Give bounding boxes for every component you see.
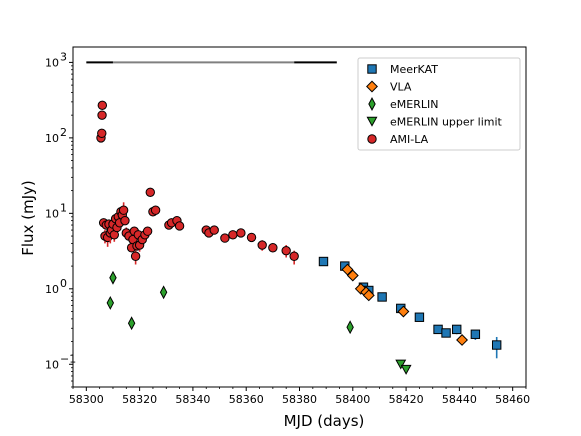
axes: 58300 58320 58340 58360 58380 58400 58420 58440… [45,50,530,406]
legend-label: AMI-LA [390,133,429,146]
data-point [159,285,168,300]
x-tick-label: 58320 [122,393,157,406]
series-layer [96,100,502,375]
data-point [433,324,443,335]
x-tick-label: 58380 [282,393,317,406]
legend-box [357,57,521,151]
data-point [397,305,410,318]
x-axis-label: MJD (days) [284,412,365,430]
data-point [452,324,462,335]
y-tick-exponent: −1 [60,352,76,365]
data-point [130,251,141,261]
series-vla [341,263,469,346]
data-point [470,329,481,339]
legend-marker [368,97,376,111]
y-tick-exponent: 1 [60,201,67,214]
data-point [97,128,107,138]
x-tick-label: 58440 [442,393,477,406]
y-tick-exponent: 0 [60,277,67,290]
legend: MeerKAT VLA eMERLIN eMERLIN upper limit AMI-… [357,57,521,151]
data-point [257,240,267,250]
data-point [118,205,129,215]
data-point [377,292,387,302]
data-point [346,320,354,335]
data-point [362,289,375,302]
series-emerlin-upper-limit [395,359,412,375]
data-point [220,233,230,243]
x-tick-label: 58300 [69,393,104,406]
y-axis-label: Flux (mJy) [19,180,37,256]
data-point [341,263,354,276]
legend-marker [366,116,378,127]
data-point [228,230,238,240]
data-point [120,215,130,226]
data-point [97,100,108,111]
legend-label: eMERLIN upper limit [390,116,503,129]
data-point [97,110,107,120]
x-tick-label: 58340 [175,393,210,406]
legend-label: eMERLIN [390,98,438,111]
data-point [318,256,329,267]
data-point [150,205,161,215]
data-point [395,359,407,370]
data-point [246,232,257,243]
y-tick-label: 10 [45,283,59,296]
data-point [209,225,219,235]
data-point [441,328,451,338]
x-tick-label: 58360 [229,393,264,406]
data-point [491,340,502,350]
legend-marker [367,134,377,144]
data-point [109,270,117,285]
data-point [400,364,412,375]
data-point [106,295,115,310]
data-point [174,221,185,231]
series-emerlin [106,270,354,335]
data-point [289,251,299,261]
data-point [145,187,155,198]
data-point [142,226,153,236]
y-tick-label: 10 [45,56,59,69]
x-tick-label: 58400 [335,393,370,406]
y-tick-label: 10 [45,132,59,145]
data-point [281,245,291,256]
y-tick-label: 10 [45,358,59,371]
data-point [236,228,246,238]
legend-marker [367,64,377,74]
data-point [346,269,359,282]
series-ami-la [96,100,299,265]
legend-label: MeerKAT [390,63,438,76]
legend-label: VLA [390,81,412,94]
data-point [268,243,278,253]
y-tick-label: 10 [45,207,59,220]
y-tick-exponent: 2 [60,126,67,139]
data-point [456,334,469,346]
x-tick-label: 58420 [389,393,424,406]
y-tick-exponent: 3 [60,50,67,63]
legend-marker [366,80,378,93]
data-point [414,312,425,322]
x-tick-label: 58460 [495,393,530,406]
data-point [127,316,136,331]
